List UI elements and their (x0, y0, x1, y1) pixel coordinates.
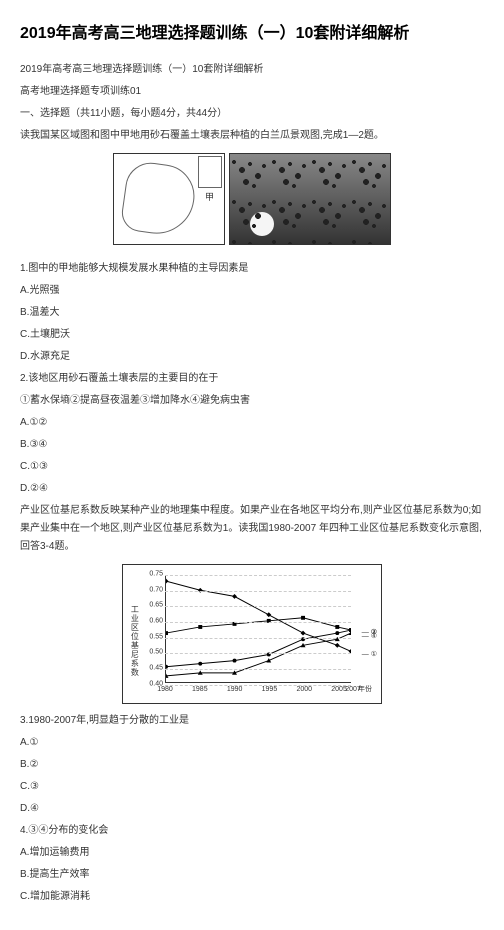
q3-opt-d: D.④ (20, 800, 484, 818)
q2-choices-line: ①蓄水保墒②提高昼夜温差③增加降水④避免病虫害 (20, 392, 484, 410)
melon-field-image (229, 153, 391, 245)
instruction-line: 一、选择题（共11小题，每小题4分，共44分） (20, 105, 484, 123)
context-intro-2: 产业区位基尼系数反映某种产业的地理集中程度。如果产业在各地区平均分布,则产业区位… (20, 502, 484, 556)
q1-opt-a: A.光照强 (20, 282, 484, 300)
q1-opt-d: D.水源充足 (20, 348, 484, 366)
q2-opt-d: D.②④ (20, 480, 484, 498)
figure-2-container: 工业区位基尼系数 0.750.700.650.600.550.500.450.4… (20, 564, 484, 704)
map-legend-box (198, 156, 222, 188)
page-title: 2019年高考高三地理选择题训练（一）10套附详细解析 (20, 20, 484, 49)
map-image (113, 153, 225, 245)
q3-opt-c: C.③ (20, 778, 484, 796)
q4-opt-c: C.增加能源消耗 (20, 888, 484, 906)
q2-opt-c: C.①③ (20, 458, 484, 476)
context-intro-1: 读我国某区域图和图中甲地用砂石覆盖土壤表层种植的白兰瓜景观图,完成1—2题。 (20, 127, 484, 145)
q4-opt-b: B.提高生产效率 (20, 866, 484, 884)
q2-stem: 2.该地区用砂石覆盖土壤表层的主要目的在于 (20, 370, 484, 388)
q2-opt-b: B.③④ (20, 436, 484, 454)
section-header: 高考地理选择题专项训练01 (20, 83, 484, 101)
q3-opt-a: A.① (20, 734, 484, 752)
chart-y-label: 工业区位基尼系数 (127, 605, 141, 677)
figure-1-container (20, 153, 484, 252)
q1-opt-b: B.温差大 (20, 304, 484, 322)
rocks-texture (230, 154, 390, 244)
q4-opt-a: A.增加运输费用 (20, 844, 484, 862)
q4-stem: 4.③④分布的变化会 (20, 822, 484, 840)
document-subtitle: 2019年高考高三地理选择题训练（一）10套附详细解析 (20, 61, 484, 79)
q1-stem: 1.图中的甲地能够大规模发展水果种植的主导因素是 (20, 260, 484, 278)
q3-opt-b: B.② (20, 756, 484, 774)
q2-opt-a: A.①② (20, 414, 484, 432)
q1-opt-c: C.土壤肥沃 (20, 326, 484, 344)
gini-chart: 工业区位基尼系数 0.750.700.650.600.550.500.450.4… (122, 564, 382, 704)
q3-stem: 3.1980-2007年,明显趋于分散的工业是 (20, 712, 484, 730)
